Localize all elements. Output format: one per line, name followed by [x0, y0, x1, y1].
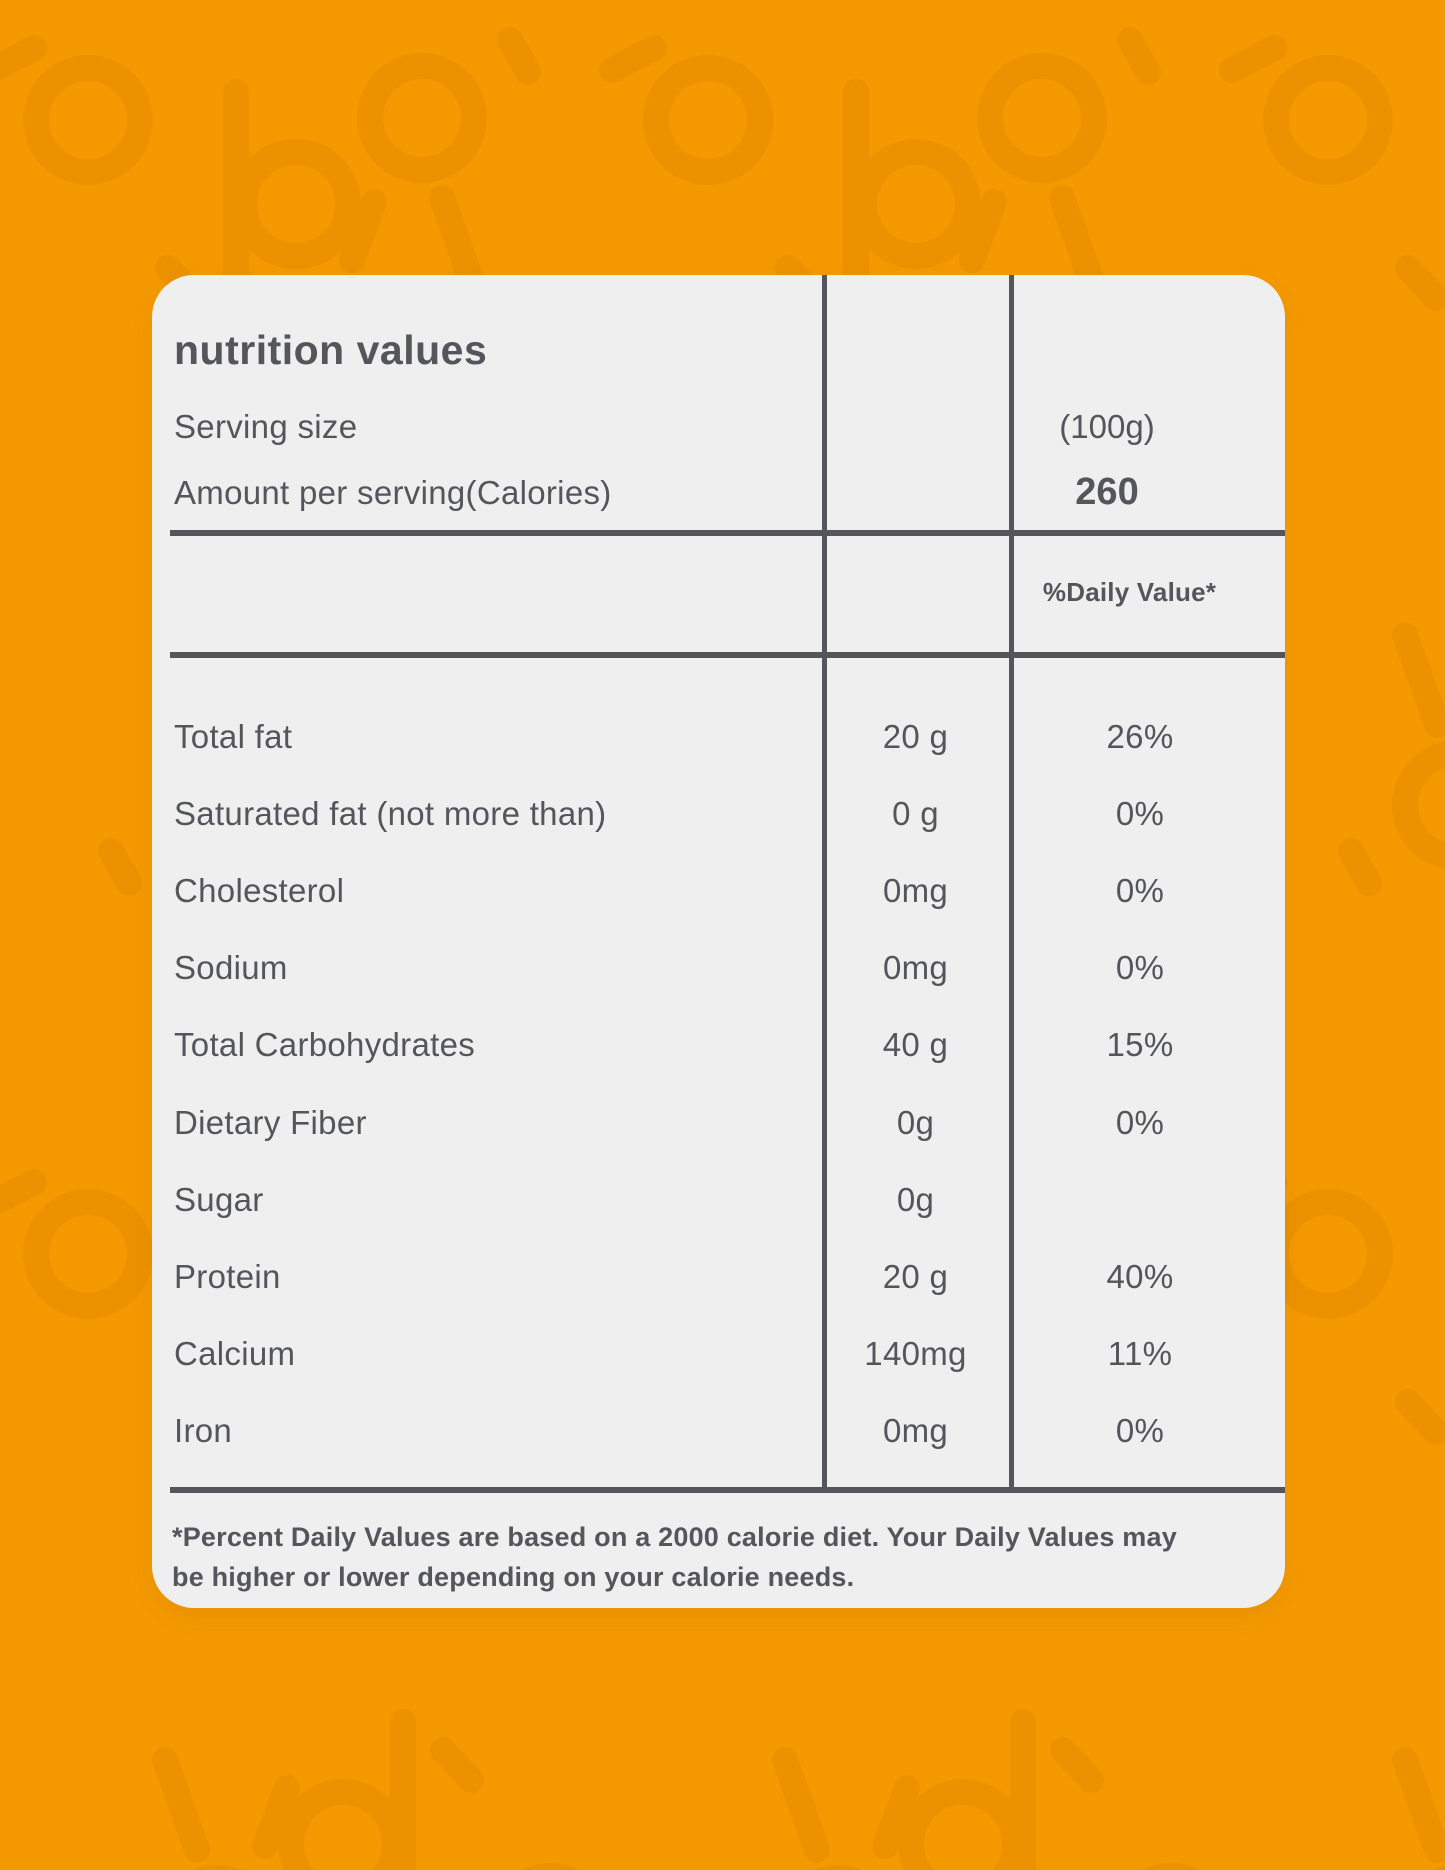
- nutrient-row-iron: Iron 0mg 0%: [152, 1393, 1285, 1470]
- nutrient-label: Iron: [174, 1412, 233, 1450]
- nutrient-row-sodium: Sodium 0mg 0%: [152, 930, 1285, 1007]
- calories-row: Amount per serving(Calories) 260: [152, 471, 1285, 513]
- nutrient-amount: 0g: [896, 1180, 935, 1218]
- nutrient-row-dietary-fiber: Dietary Fiber 0g 0%: [152, 1084, 1285, 1161]
- nutrient-label: Dietary Fiber: [174, 1103, 367, 1141]
- calories-label: Amount per serving(Calories): [174, 473, 612, 511]
- nutrient-daily-value: 11%: [1107, 1335, 1173, 1373]
- serving-size-label: Serving size: [174, 408, 358, 445]
- nutrient-daily-value: 0%: [1115, 871, 1165, 909]
- nutrient-amount: 40 g: [882, 1026, 949, 1064]
- nutrient-label: Sodium: [174, 949, 288, 987]
- nutrient-amount: 20 g: [882, 717, 949, 755]
- vertical-divider-amount: [822, 275, 827, 1493]
- horizontal-divider-bottom: [170, 1487, 1285, 1493]
- nutrient-row-cholesterol: Cholesterol 0mg 0%: [152, 852, 1285, 929]
- horizontal-divider-top: [170, 530, 1285, 536]
- nutrient-daily-value: 0%: [1115, 949, 1165, 987]
- nutrition-facts-card: nutrition values Serving size (100g) Amo…: [152, 275, 1285, 1608]
- nutrient-amount: 20 g: [882, 1257, 949, 1295]
- horizontal-divider-header: [170, 652, 1285, 658]
- nutrient-label: Total fat: [174, 717, 293, 755]
- nutrient-daily-value: 40%: [1106, 1257, 1174, 1295]
- nutrient-daily-value: 0%: [1115, 794, 1165, 832]
- nutrient-amount: 140mg: [864, 1335, 967, 1373]
- nutrient-daily-value: 0%: [1115, 1412, 1165, 1450]
- nutrient-row-total-fat: Total fat 20 g 26%: [152, 698, 1285, 775]
- nutrient-amount: 0mg: [882, 871, 949, 909]
- nutrient-label: Sugar: [174, 1180, 264, 1218]
- nutrient-amount: 0g: [896, 1103, 935, 1141]
- nutrient-row-protein: Protein 20 g 40%: [152, 1238, 1285, 1315]
- serving-size-value: (100g): [1059, 408, 1155, 445]
- nutrient-label: Cholesterol: [174, 871, 345, 909]
- nutrient-label: Protein: [174, 1257, 281, 1295]
- nutrient-amount: 0mg: [882, 949, 949, 987]
- nutrient-row-calcium: Calcium 140mg 11%: [152, 1316, 1285, 1393]
- page-title: nutrition values: [174, 327, 488, 373]
- nutrient-daily-value: 15%: [1106, 1026, 1174, 1064]
- nutrient-label: Calcium: [174, 1335, 296, 1373]
- nutrient-amount: 0 g: [892, 794, 939, 832]
- daily-value-column-header: %Daily Value*: [1042, 576, 1217, 607]
- nutrient-table: Total fat 20 g 26% Saturated fat (not mo…: [152, 698, 1285, 1470]
- nutrient-daily-value: 0%: [1115, 1103, 1165, 1141]
- nutrient-row-total-carbohydrates: Total Carbohydrates 40 g 15%: [152, 1007, 1285, 1084]
- daily-value-footnote: *Percent Daily Values are based on a 200…: [172, 1522, 1177, 1592]
- nutrient-amount: 0mg: [882, 1412, 949, 1450]
- nutrient-label: Saturated fat (not more than): [174, 794, 607, 832]
- calories-value: 260: [1075, 471, 1139, 513]
- nutrient-label: Total Carbohydrates: [174, 1026, 476, 1064]
- nutrient-row-sugar: Sugar 0g: [152, 1161, 1285, 1238]
- vertical-divider-daily-value: [1009, 275, 1014, 1493]
- nutrient-row-saturated-fat: Saturated fat (not more than) 0 g 0%: [152, 775, 1285, 852]
- nutrient-daily-value: 26%: [1106, 717, 1174, 755]
- serving-size-row: Serving size (100g): [152, 406, 1285, 448]
